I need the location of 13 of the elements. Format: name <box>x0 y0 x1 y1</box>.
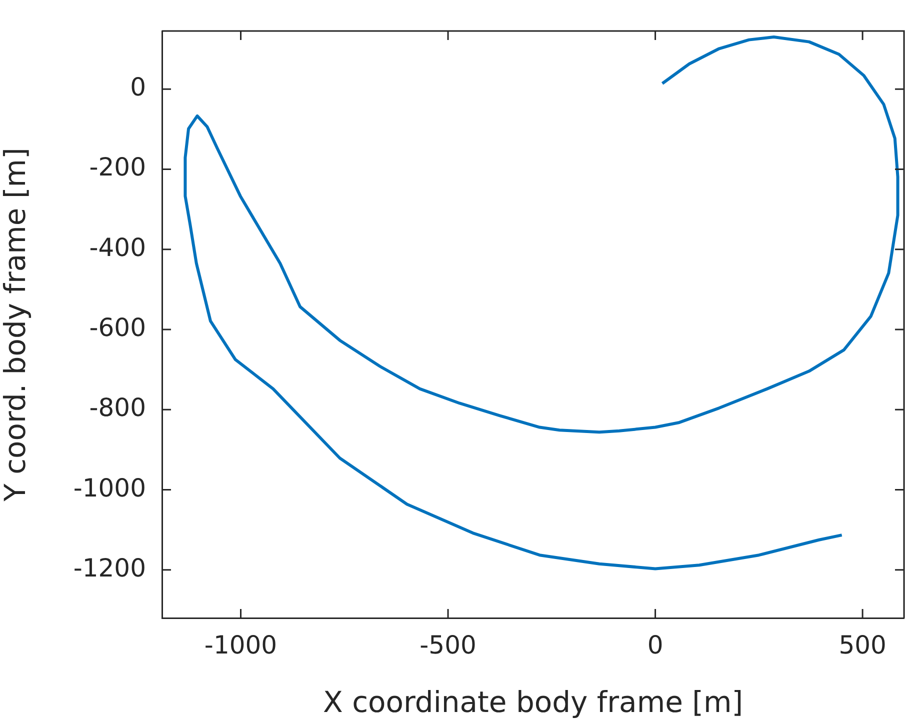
y-tick-label: -1200 <box>73 553 146 582</box>
y-tick-label: -400 <box>89 232 146 262</box>
y-tick-label: -1000 <box>73 473 146 502</box>
x-tick-label: 500 <box>838 630 886 660</box>
y-tick-label: -800 <box>89 393 146 422</box>
y-tick-label: -200 <box>89 152 146 182</box>
x-tick-label: -500 <box>420 630 476 660</box>
y-tick-label: 0 <box>130 72 146 102</box>
x-axis-title: X coordinate body frame [m] <box>322 685 744 720</box>
x-tick-label: 0 <box>647 630 664 660</box>
x-tick-label: -1000 <box>204 630 278 660</box>
y-tick-label: -600 <box>89 313 146 342</box>
y-axis-title: Y coord. body frame [m] <box>0 148 32 502</box>
